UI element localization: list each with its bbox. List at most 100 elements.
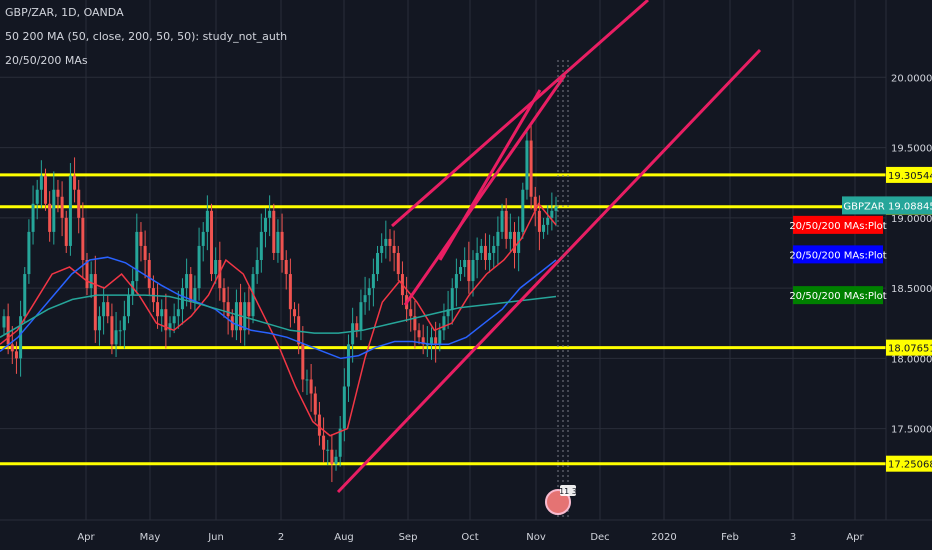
candle-body <box>263 217 267 232</box>
candle-body <box>334 456 338 464</box>
ma-plot-badge-label: 20/50/200 MAs:Plot <box>789 221 886 232</box>
candle-body <box>205 210 209 232</box>
y-tick-label: 18.50000 <box>891 284 932 295</box>
level-badge-label: 19.30544 <box>888 171 932 182</box>
candle-body <box>525 140 529 190</box>
candle-body <box>35 189 39 204</box>
candle-body <box>330 449 334 464</box>
candle-body <box>19 316 23 359</box>
last-price-badge <box>886 196 932 215</box>
level-badge <box>886 339 932 356</box>
ma-plot-badge <box>793 215 883 234</box>
candle-body <box>351 323 355 345</box>
moving-averages <box>0 202 557 437</box>
candle-body <box>442 316 446 331</box>
candle-body <box>218 260 222 289</box>
candle-body <box>14 351 18 359</box>
x-tick-label: 2 <box>278 532 284 543</box>
study-legend[interactable]: 50 200 MA (50, close, 200, 50, 50): stud… <box>5 30 288 43</box>
trendline[interactable] <box>391 0 649 228</box>
candle-body <box>118 330 122 332</box>
time-axis[interactable]: Apr May Jun 2 Aug Sep Oct Nov Dec 2020 Feb 3 Apr <box>77 532 864 543</box>
candle-body <box>222 288 226 303</box>
x-tick-label: Sep <box>399 532 418 543</box>
candle-body <box>500 210 504 232</box>
candle-body <box>388 238 392 246</box>
event-marker[interactable]: 11 3 <box>545 485 577 515</box>
candle-body <box>193 288 197 303</box>
candle-body <box>471 260 475 282</box>
candle-body <box>73 175 77 190</box>
candle-body <box>6 316 10 345</box>
candle-body <box>504 210 508 239</box>
candle-body <box>301 344 305 380</box>
ma-line <box>0 256 557 360</box>
candle-body <box>305 379 309 381</box>
trendline[interactable] <box>403 74 567 306</box>
candle-body <box>376 252 380 275</box>
candle-body <box>77 189 81 218</box>
candle-body <box>180 288 184 310</box>
candle-body <box>355 323 359 331</box>
x-tick-label: 3 <box>790 532 796 543</box>
symbol-badge-label: GBPZAR <box>843 201 884 212</box>
trendline[interactable] <box>336 48 762 494</box>
x-tick-label: Dec <box>590 532 609 543</box>
candle-body <box>89 274 93 289</box>
candle-body <box>56 189 60 197</box>
level-badge <box>886 455 932 472</box>
candle-body <box>106 302 110 317</box>
candle-body <box>52 189 56 232</box>
candle-body <box>479 245 483 253</box>
candle-body <box>396 252 400 275</box>
candle-body <box>27 231 31 275</box>
candle-body <box>68 175 72 246</box>
candle-body <box>176 309 180 317</box>
candle-body <box>317 414 321 436</box>
ma-legend[interactable]: 20/50/200 MAs <box>5 54 88 67</box>
x-tick-label: 2020 <box>651 532 676 543</box>
candle-body <box>371 274 375 289</box>
y-tick-label: 20.00000 <box>891 73 932 84</box>
candle-body <box>413 316 417 331</box>
candle-body <box>85 260 89 289</box>
candle-body <box>114 330 118 345</box>
candle-body <box>201 231 205 246</box>
candle-body <box>172 316 176 324</box>
candle-body <box>243 302 247 331</box>
candle-body <box>259 231 263 260</box>
candle-body <box>143 245 147 260</box>
y-tick-label: 18.00000 <box>891 354 932 365</box>
candle-body <box>309 379 313 394</box>
event-marker-label: 11 3 <box>559 487 577 496</box>
candle-body <box>488 252 492 260</box>
candle-body <box>417 330 421 338</box>
candle-body <box>508 231 512 239</box>
candle-body <box>48 203 52 232</box>
candle-body <box>554 206 558 211</box>
candle-body <box>533 196 537 211</box>
y-tick-label: 19.00000 <box>891 214 932 225</box>
candle-body <box>164 309 168 331</box>
candle-body <box>421 337 425 345</box>
candle-body <box>189 274 193 303</box>
candle-body <box>39 175 43 190</box>
candle-body <box>454 274 458 289</box>
symbol-legend[interactable]: GBP/ZAR, 1D, OANDA <box>5 6 124 19</box>
candle-body <box>297 316 301 345</box>
horizontal-levels <box>0 173 886 466</box>
candle-body <box>542 224 546 232</box>
candle-body <box>31 203 35 232</box>
price-badges: 19.3054419.0793118.0765117.25068GBPZAR19… <box>789 166 932 472</box>
candle-body <box>60 196 64 218</box>
candle-body <box>168 323 172 331</box>
trendline[interactable] <box>438 89 542 261</box>
candle-body <box>367 288 371 296</box>
candle-body <box>122 316 126 331</box>
candle-body <box>392 245 396 253</box>
ma-line <box>0 294 557 338</box>
candle-body <box>492 245 496 253</box>
price-axis[interactable]: 17.50000 18.00000 18.50000 19.00000 19.50000… <box>891 73 932 435</box>
